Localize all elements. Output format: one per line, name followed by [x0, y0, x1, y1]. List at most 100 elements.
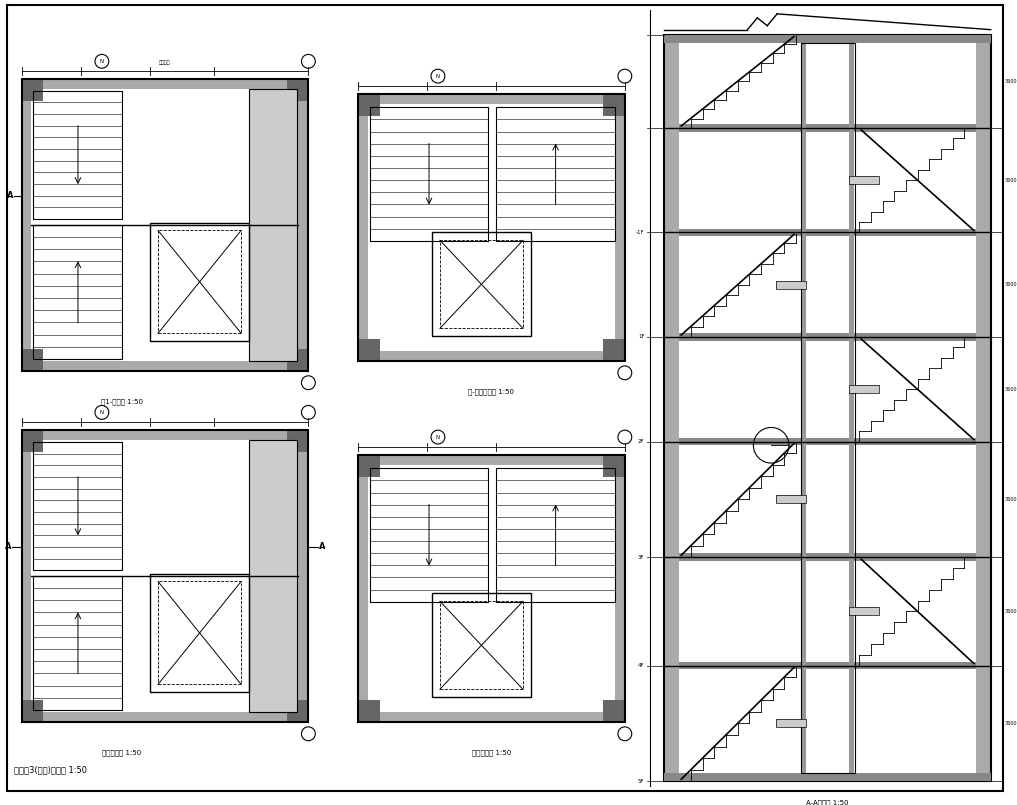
Bar: [21, 361, 308, 371]
Bar: [21, 349, 44, 371]
Bar: [358, 351, 624, 361]
Bar: [21, 712, 308, 722]
Bar: [287, 349, 308, 371]
Text: A: A: [4, 543, 11, 551]
Bar: [664, 35, 991, 781]
Text: 5F: 5F: [638, 778, 645, 784]
Bar: [664, 35, 991, 43]
Bar: [158, 230, 241, 333]
Bar: [249, 89, 297, 361]
Bar: [249, 440, 297, 712]
Bar: [34, 91, 122, 219]
Bar: [34, 225, 122, 359]
Bar: [358, 712, 624, 722]
Bar: [358, 94, 624, 104]
Bar: [249, 440, 297, 712]
Bar: [21, 79, 308, 371]
Text: 三层平面图 1:50: 三层平面图 1:50: [472, 749, 511, 756]
Text: 4F: 4F: [638, 663, 645, 668]
Text: 3600: 3600: [1005, 79, 1017, 84]
Bar: [679, 662, 976, 670]
Bar: [158, 581, 241, 684]
Bar: [358, 455, 368, 722]
Bar: [298, 430, 308, 722]
Bar: [664, 35, 679, 781]
Bar: [21, 700, 44, 722]
Bar: [21, 430, 44, 452]
Text: A: A: [319, 543, 325, 551]
Bar: [21, 79, 308, 89]
Text: 3600: 3600: [1005, 283, 1017, 287]
Bar: [776, 495, 805, 503]
Bar: [370, 107, 488, 241]
Bar: [21, 430, 308, 440]
Bar: [776, 495, 805, 503]
Text: N: N: [436, 73, 440, 79]
Bar: [358, 455, 624, 464]
Bar: [776, 720, 805, 728]
Bar: [287, 79, 308, 101]
Bar: [21, 430, 308, 722]
Text: 3600: 3600: [1005, 721, 1017, 726]
Bar: [496, 469, 615, 602]
Bar: [287, 430, 308, 452]
Bar: [358, 455, 379, 477]
Text: N: N: [436, 435, 440, 440]
Bar: [679, 229, 976, 237]
Text: 一层平面图 1:50: 一层平面图 1:50: [103, 749, 141, 756]
Bar: [603, 700, 624, 722]
Text: 3600: 3600: [1005, 609, 1017, 614]
Bar: [679, 553, 976, 561]
Bar: [298, 79, 308, 371]
Text: A: A: [6, 192, 13, 200]
Bar: [849, 608, 879, 615]
Bar: [849, 176, 879, 184]
Bar: [849, 386, 879, 393]
Bar: [21, 79, 32, 371]
Text: A-A剖面图 1:50: A-A剖面图 1:50: [806, 799, 849, 805]
Bar: [849, 608, 879, 615]
Bar: [432, 233, 531, 336]
Text: 负1-首层图 1:50: 负1-首层图 1:50: [101, 398, 143, 405]
Text: 3F: 3F: [638, 555, 645, 559]
Bar: [21, 430, 32, 722]
Bar: [496, 107, 615, 241]
Bar: [603, 94, 624, 116]
Bar: [34, 442, 122, 570]
Text: 3600: 3600: [1005, 178, 1017, 183]
Bar: [603, 455, 624, 477]
Bar: [849, 176, 879, 184]
Bar: [849, 43, 854, 774]
Text: 建筑轴线: 建筑轴线: [160, 60, 171, 65]
Bar: [776, 720, 805, 728]
Bar: [358, 339, 379, 361]
Bar: [615, 94, 624, 361]
Bar: [432, 593, 531, 697]
Bar: [679, 124, 976, 132]
Bar: [603, 339, 624, 361]
Bar: [849, 386, 879, 393]
Text: N: N: [100, 59, 104, 64]
Bar: [358, 94, 624, 361]
Bar: [358, 94, 368, 361]
Bar: [615, 455, 624, 722]
Bar: [358, 455, 624, 722]
Bar: [800, 43, 855, 774]
Text: 3600: 3600: [1005, 497, 1017, 502]
Bar: [34, 576, 122, 710]
Bar: [776, 281, 805, 289]
Bar: [679, 438, 976, 445]
Bar: [440, 601, 523, 689]
Text: N: N: [100, 410, 104, 415]
Text: -1F: -1F: [636, 230, 645, 235]
Bar: [358, 94, 379, 116]
Bar: [679, 333, 976, 341]
Text: 2F: 2F: [638, 439, 645, 444]
Bar: [440, 241, 523, 328]
Text: 1F: 1F: [638, 335, 645, 340]
Bar: [664, 774, 991, 781]
Bar: [370, 469, 488, 602]
Text: 3600: 3600: [1005, 386, 1017, 392]
Bar: [976, 35, 991, 781]
Bar: [151, 222, 249, 341]
